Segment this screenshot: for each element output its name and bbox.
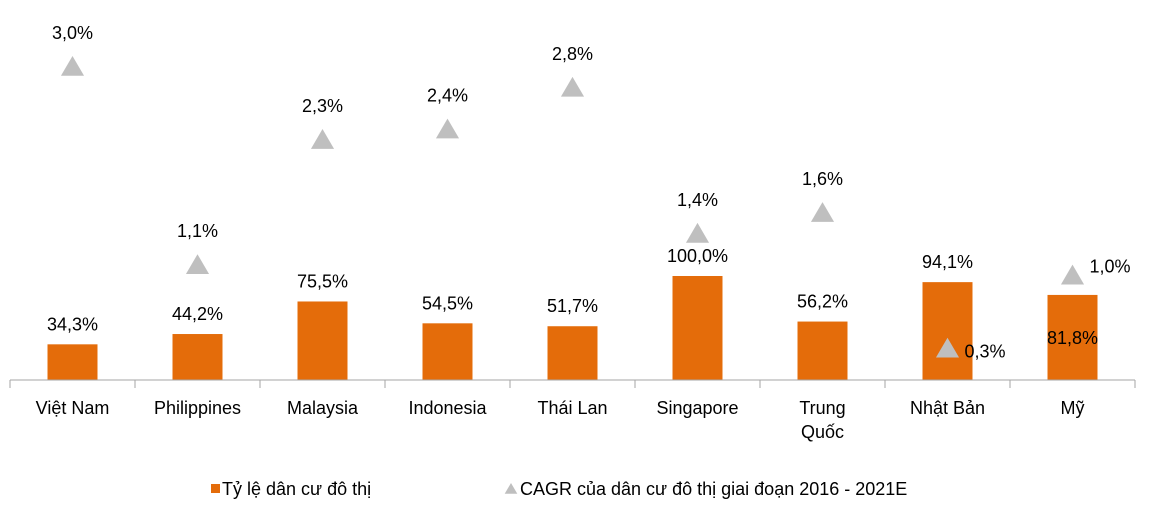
bar [422,323,473,380]
marker-label: 3,0% [52,23,93,43]
x-tick-label: Mỹ [1028,396,1118,420]
bar-label: 54,5% [422,293,473,313]
bar [672,276,723,380]
marker-label: 1,1% [177,221,218,241]
marker-label: 1,4% [677,190,718,210]
x-tick-label: Singapore [653,396,743,420]
marker [810,202,835,222]
marker [185,254,210,275]
x-tick-text: Mỹ [1060,398,1085,418]
marker-label: 2,3% [302,96,343,116]
marker-label: 0,3% [965,342,1006,362]
marker-label: 1,6% [802,169,843,189]
x-tick-label: Philippines [153,396,243,420]
marker [1060,264,1085,285]
bar-label: 44,2% [172,304,223,324]
x-tick-label: Indonesia [403,396,493,420]
marker [60,56,85,76]
bar-label: 34,3% [47,314,98,334]
legend-swatch [211,484,220,493]
marker [685,222,710,243]
bar-label: 94,1% [922,252,973,272]
bar [797,321,848,380]
x-tick-text: Malaysia [286,398,359,418]
x-tick-label: Trung Quốc [778,396,868,444]
bar-label: 56,2% [797,292,848,312]
marker [935,337,960,358]
legend-swatch [504,483,518,494]
legend-label: Tỷ lệ dân cư đô thị [222,479,371,499]
x-tick-label: Thái Lan [528,396,618,420]
x-tick-text: Việt Nam [35,398,110,418]
bar-label: 51,7% [547,296,598,316]
marker [310,129,335,149]
legend-label: CAGR của dân cư đô thị giai đoạn 2016 - … [520,479,907,499]
bar [172,334,223,380]
x-tick-text: Indonesia [408,398,487,418]
x-tick-label: Malaysia [278,396,368,420]
bar-label: 100,0% [667,246,728,266]
bar [547,326,598,380]
marker-label: 2,8% [552,44,593,64]
marker [560,76,585,97]
x-tick-text: Singapore [656,398,739,418]
bar-label: 75,5% [297,271,348,291]
x-tick-text: Nhật Bản [909,398,986,418]
bar [297,301,348,380]
x-tick-text: Thái Lan [537,398,608,418]
bar [922,282,973,380]
x-tick-label: Nhật Bản [903,396,993,420]
bar [47,344,98,380]
x-tick-text: Philippines [153,398,242,418]
bar-label: 81,8% [1047,328,1098,348]
x-tick-label: Việt Nam [28,396,118,420]
marker [435,118,460,139]
marker-label: 2,4% [427,86,468,106]
x-tick-text: Trung Quốc [799,398,846,442]
marker-label: 1,0% [1090,257,1131,277]
bar [1047,294,1098,380]
